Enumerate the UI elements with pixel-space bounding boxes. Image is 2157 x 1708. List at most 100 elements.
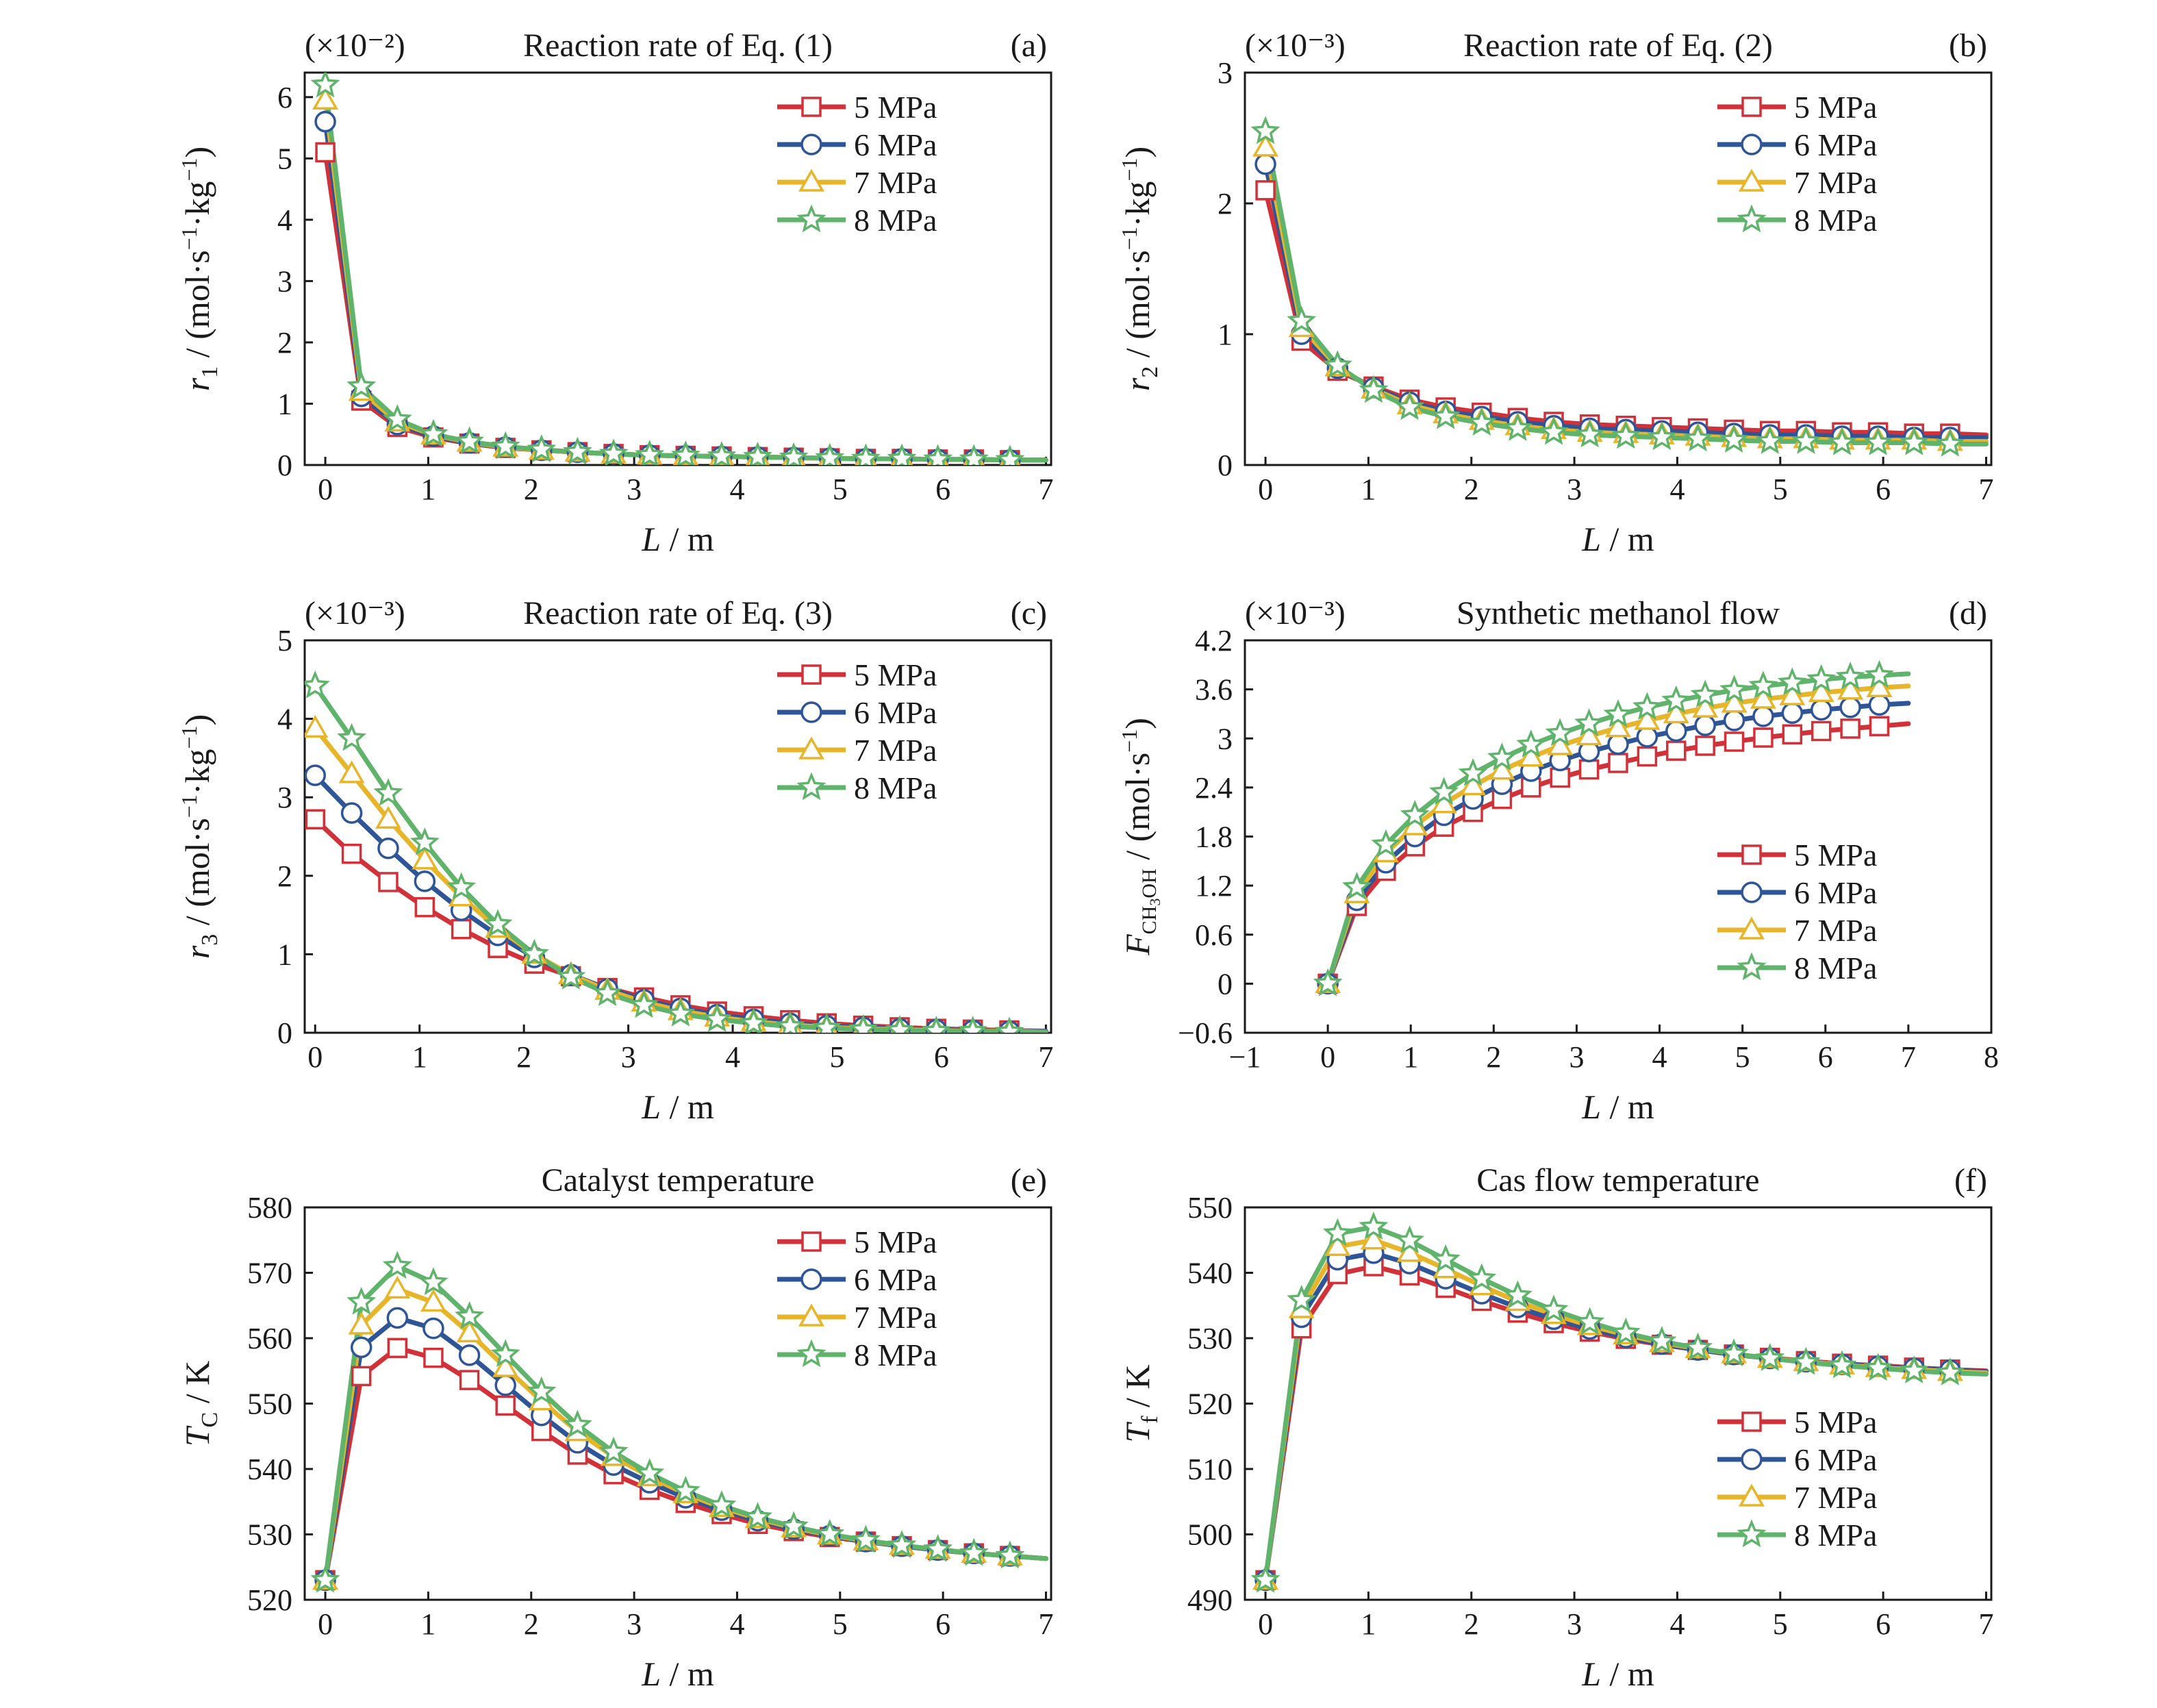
y-tick-label: 3 (1218, 56, 1233, 90)
panel-f: 0 1 2 3 4 5 6 7 490 500 510 520 530 540 550 Cas flow te… (1118, 1162, 1993, 1693)
data-point-8-mpa (527, 434, 557, 462)
data-point-8-mpa (1863, 427, 1893, 455)
legend-label: 5 MPa (1794, 838, 1877, 872)
data-point-8-mpa (1683, 1332, 1713, 1361)
data-point-5-mpa (459, 1370, 480, 1390)
data-point-8-mpa (743, 1502, 772, 1530)
series-line-8-mpa (323, 1264, 1048, 1583)
data-point-8-mpa (1458, 758, 1488, 786)
plot-frame (1244, 1206, 1993, 1601)
legend-marker (1737, 204, 1767, 233)
data-point-5-mpa (351, 1366, 372, 1387)
data-point-8-mpa (1430, 1244, 1461, 1272)
series-line-8-mpa (1263, 1225, 1989, 1583)
data-point-5-mpa (1869, 716, 1890, 737)
panel-label: (d) (1949, 595, 1987, 631)
data-point-5-mpa (305, 809, 325, 830)
x-tick-label: 4 (729, 1607, 744, 1641)
series-line-5-mpa (323, 149, 1048, 463)
data-point-6-mpa (1723, 709, 1745, 731)
data-point-8-mpa (775, 1011, 805, 1033)
plot-area (1313, 660, 1911, 996)
y-tick-label: 520 (247, 1583, 292, 1617)
y-axis-label: r3 / (mol·s−1·kg−1) (177, 714, 223, 959)
y-axis-label: r1 / (mol·s−1·kg−1) (177, 147, 223, 391)
data-point-8-mpa (923, 444, 953, 465)
data-point-6-mpa (314, 110, 336, 133)
data-point-8-mpa (1791, 426, 1821, 454)
data-point-8-mpa (1502, 1280, 1532, 1309)
x-tick-label: 4 (1669, 473, 1685, 506)
y-tick-label: 1.8 (1195, 820, 1233, 854)
y-tick-label: 3 (277, 264, 292, 298)
x-tick-label: 7 (1038, 1040, 1053, 1074)
legend-marker (796, 772, 827, 801)
data-point-7-mpa (456, 1319, 483, 1343)
data-point-7-mpa (1396, 1239, 1423, 1262)
data-point-5-mpa (387, 1337, 408, 1359)
data-point-8-mpa (1661, 685, 1691, 714)
data-point-5-mpa (1695, 736, 1715, 756)
data-point-8-mpa (382, 404, 412, 433)
y-tick-label: 540 (1187, 1257, 1233, 1290)
legend-label: 6 MPa (1794, 1442, 1877, 1477)
legend-marker (1741, 1411, 1762, 1432)
legend-marker (1738, 1483, 1765, 1507)
data-point-8-mpa (1935, 1357, 1965, 1385)
axis-multiplier: (×10⁻³) (305, 595, 405, 631)
legend-marker (798, 1303, 825, 1327)
plot-frame (1244, 71, 1993, 466)
series-line-8-mpa (323, 82, 1048, 463)
x-tick-label: 1 (1361, 1607, 1376, 1641)
data-point-8-mpa (305, 670, 330, 699)
data-point-5-mpa (1753, 727, 1774, 748)
y-tick-label: 1 (277, 387, 292, 420)
x-tick-label: 0 (1258, 473, 1273, 506)
data-point-8-mpa (779, 442, 809, 465)
x-tick-label: 6 (1876, 1607, 1891, 1641)
data-point-6-mpa (414, 870, 436, 892)
data-point-7-mpa (1634, 707, 1661, 730)
y-tick-label: −0.6 (1178, 1016, 1233, 1050)
data-point-8-mpa (779, 1511, 809, 1540)
data-point-8-mpa (1719, 1338, 1749, 1367)
y-tick-label: 510 (1187, 1453, 1233, 1486)
data-point-8-mpa (1359, 1211, 1389, 1240)
data-point-8-mpa (1719, 425, 1749, 453)
data-point-8-mpa (1863, 1353, 1893, 1381)
legend-marker (801, 664, 822, 685)
data-point-8-mpa (885, 1015, 915, 1033)
data-point-8-mpa (959, 1537, 989, 1566)
data-point-5-mpa (451, 918, 472, 940)
data-point-7-mpa (1779, 682, 1806, 705)
legend-label: 7 MPa (1794, 1480, 1877, 1515)
series-line-7-mpa (1263, 1238, 1989, 1583)
panel-c: 0 1 2 3 4 5 6 7 0 1 2 3 4 5 Reaction rate of Eq. (3) (c… (177, 595, 1053, 1126)
data-point-8-mpa (959, 444, 989, 465)
x-tick-label: 7 (1978, 1607, 1993, 1641)
data-point-8-mpa (811, 1012, 842, 1033)
data-point-7-mpa (420, 1288, 446, 1312)
x-tick-label: 7 (1978, 473, 1993, 506)
data-point-8-mpa (1250, 116, 1281, 145)
x-tick-label: 5 (1735, 1040, 1750, 1074)
data-point-6-mpa (1752, 705, 1774, 727)
x-tick-label: 4 (729, 473, 744, 506)
x-axis-label: L / m (1581, 520, 1654, 558)
data-point-6-mpa (422, 1317, 444, 1340)
y-tick-label: 560 (247, 1322, 292, 1355)
y-tick-label: 2 (277, 859, 292, 893)
data-point-7-mpa (1604, 714, 1632, 738)
y-tick-label: 2 (1218, 187, 1233, 221)
data-point-8-mpa (1400, 799, 1430, 828)
y-tick-label: 3.6 (1195, 673, 1233, 707)
y-tick-label: 0 (277, 1016, 292, 1050)
data-point-7-mpa (492, 1354, 519, 1377)
legend-marker (796, 204, 827, 233)
panel-label: (f) (1954, 1162, 1987, 1198)
data-point-8-mpa (1395, 392, 1425, 420)
data-point-8-mpa (1322, 350, 1352, 379)
